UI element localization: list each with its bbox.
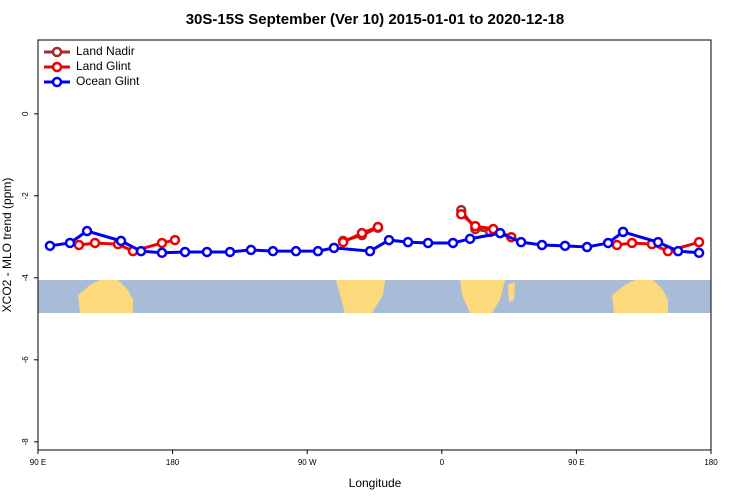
data-point <box>447 237 459 249</box>
data-point <box>337 236 349 248</box>
data-point <box>328 242 340 254</box>
legend-label: Land Glint <box>76 59 131 73</box>
data-point <box>201 246 213 258</box>
data-point <box>73 239 85 251</box>
legend-marker <box>51 46 63 58</box>
x-tick-label: 90 W <box>298 458 317 467</box>
legend-marker <box>51 76 63 88</box>
data-point <box>135 245 147 257</box>
x-tick-label: 180 <box>166 458 180 467</box>
data-point <box>383 234 395 246</box>
data-point <box>356 227 368 239</box>
data-point <box>422 237 434 249</box>
data-point <box>312 245 324 257</box>
x-tick-label: 90 E <box>30 458 46 467</box>
data-point <box>179 246 191 258</box>
x-tick-label: 0 <box>440 458 445 467</box>
data-point <box>693 247 705 259</box>
x-axis-label: Longitude <box>349 476 402 490</box>
y-tick-label: -4 <box>21 274 30 282</box>
data-point <box>169 234 181 246</box>
data-point <box>536 239 548 251</box>
data-point <box>626 237 638 249</box>
data-point <box>115 235 127 247</box>
data-point <box>611 239 623 251</box>
y-tick-label: -6 <box>21 356 30 364</box>
data-point <box>44 240 56 252</box>
data-point <box>455 209 467 220</box>
data-point <box>81 225 93 237</box>
plot-frame <box>37 39 712 451</box>
data-point <box>372 221 384 233</box>
data-point <box>470 220 481 232</box>
data-point <box>494 227 506 239</box>
y-tick-label: -8 <box>21 438 30 446</box>
legend-label: Land Nadir <box>76 44 135 58</box>
data-point <box>156 237 168 249</box>
data-point <box>617 226 629 238</box>
data-point <box>267 245 279 257</box>
data-point <box>364 245 376 257</box>
y-tick-label: 0 <box>21 111 30 116</box>
x-tick-label: 90 E <box>568 458 584 467</box>
x-tick-label: 180 <box>704 458 718 467</box>
data-point <box>515 236 527 248</box>
data-point <box>89 237 101 249</box>
data-point <box>652 236 664 248</box>
y-axis-label: XCO2 - MLO trend (ppm) <box>0 178 14 313</box>
data-point <box>64 237 76 249</box>
data-point <box>156 247 168 259</box>
y-tick-label: -2 <box>21 192 30 200</box>
legend-label: Ocean Glint <box>76 74 140 88</box>
legend-marker <box>51 61 63 73</box>
data-point <box>290 245 302 257</box>
data-point <box>602 237 614 249</box>
chart-title: 30S-15S September (Ver 10) 2015-01-01 to… <box>186 11 565 28</box>
data-point <box>224 246 236 258</box>
data-point <box>245 244 257 256</box>
data-point <box>693 236 705 248</box>
data-point <box>581 241 593 253</box>
data-point <box>559 240 571 252</box>
data-point <box>672 245 684 257</box>
map-strip <box>38 280 711 313</box>
data-point <box>464 233 476 245</box>
data-point <box>402 236 414 248</box>
